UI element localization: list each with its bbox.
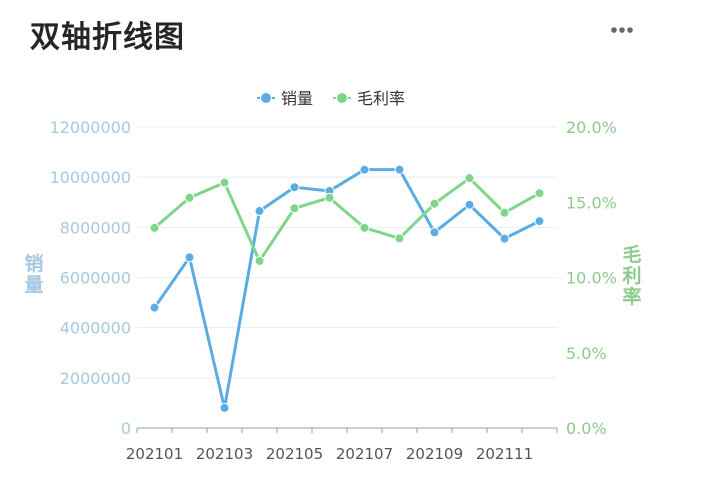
x-tick-label: 202111 — [476, 445, 533, 463]
data-point-margin — [324, 192, 335, 203]
y-left-axis-title-char: 销 — [24, 252, 43, 275]
legend-label: 销量 — [281, 89, 313, 108]
data-point-margin — [394, 233, 405, 244]
data-point-margin — [464, 173, 475, 184]
x-tick-label: 202105 — [266, 445, 323, 463]
data-point-sales — [499, 233, 510, 244]
y-left-tick-label: 2000000 — [60, 369, 131, 388]
data-point-margin — [149, 222, 160, 233]
x-tick-label: 202107 — [336, 445, 393, 463]
data-point-margin — [499, 207, 510, 218]
data-point-margin — [219, 177, 230, 188]
legend-marker-dot — [337, 93, 347, 103]
y-left-axis-title-char: 量 — [24, 274, 43, 296]
data-point-margin — [534, 188, 545, 199]
data-point-sales — [254, 206, 265, 217]
legend-marker-dot — [261, 93, 271, 103]
data-point-sales — [149, 302, 160, 313]
y-left-tick-label: 8000000 — [60, 218, 131, 237]
series-line-margin — [153, 176, 541, 263]
y-right-tick-label: 10.0% — [566, 269, 617, 288]
y-right-tick-label: 20.0% — [566, 118, 617, 137]
data-point-margin — [359, 222, 370, 233]
y-left-tick-label: 6000000 — [60, 269, 131, 288]
data-point-sales — [184, 252, 195, 263]
y-left-tick-label: 12000000 — [50, 118, 131, 137]
data-point-margin — [254, 255, 265, 266]
data-point-sales — [219, 402, 230, 413]
y-right-tick-label: 15.0% — [566, 193, 617, 212]
data-point-margin — [289, 203, 300, 214]
data-point-margin — [184, 192, 195, 203]
y-right-axis-title-char: 率 — [622, 285, 641, 308]
chart-title: 双轴折线图 — [30, 20, 185, 55]
legend-label: 毛利率 — [357, 89, 405, 108]
data-point-sales — [394, 164, 405, 175]
x-tick-label: 202101 — [126, 445, 183, 463]
more-options-button[interactable] — [606, 18, 642, 42]
y-right-axis-title-char: 毛 — [622, 244, 641, 266]
y-left-tick-label: 4000000 — [60, 319, 131, 338]
series-line-sales — [153, 168, 541, 410]
more-horizontal-icon — [611, 27, 633, 33]
data-point-sales — [289, 182, 300, 193]
data-point-margin — [429, 198, 440, 209]
y-right-tick-label: 5.0% — [566, 344, 607, 363]
x-tick-label: 202109 — [406, 445, 463, 463]
data-point-sales — [359, 164, 370, 175]
data-point-sales — [534, 216, 545, 227]
y-left-tick-label: 0 — [121, 419, 131, 438]
y-left-tick-label: 10000000 — [50, 168, 131, 187]
data-point-sales — [464, 199, 475, 210]
y-right-tick-label: 0.0% — [566, 419, 607, 438]
y-right-axis-title-char: 利 — [622, 265, 641, 287]
data-point-sales — [429, 227, 440, 238]
x-tick-label: 202103 — [196, 445, 253, 463]
